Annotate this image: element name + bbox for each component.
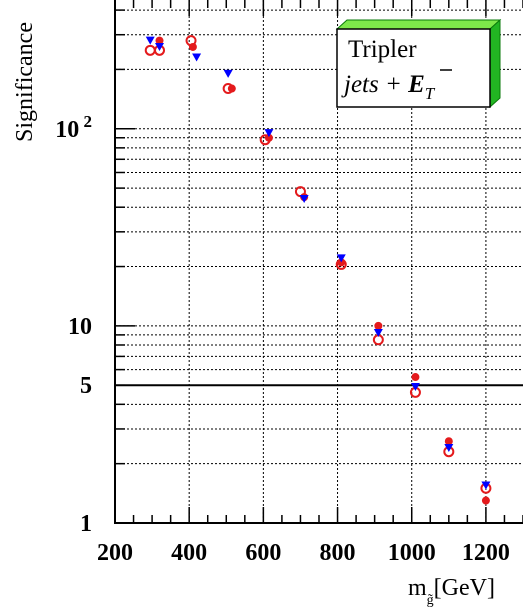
point-triangle: [481, 481, 491, 490]
y-axis-title: Significance: [12, 22, 38, 142]
point-filled-circle: [411, 373, 420, 382]
point-triangle: [155, 42, 165, 51]
point-open-circle: [259, 134, 271, 146]
annotation-et: E: [407, 71, 425, 98]
point-triangle: [264, 129, 274, 138]
y-tick-labels: 1 5 10 10 2: [55, 112, 92, 537]
y-tick-label: 5: [80, 373, 92, 399]
x-tick-label: 600: [245, 540, 281, 566]
x-axis-title-sub: g̃: [427, 593, 434, 608]
x-tick-label: 400: [171, 540, 207, 566]
annotation-et-sub: T: [425, 84, 436, 103]
x-tick-label: 1000: [388, 540, 436, 566]
point-filled-circle: [444, 437, 453, 446]
y-tick-label: 10: [68, 314, 92, 340]
annotation-line-1: Tripler: [348, 36, 417, 63]
data-points: [144, 35, 492, 505]
x-axis-title-unit: [GeV]: [434, 575, 495, 601]
y-tick-label: 1: [80, 511, 92, 537]
point-triangle: [373, 329, 383, 338]
axis-ticks: [114, 0, 523, 524]
point-open-circle: [144, 44, 156, 56]
point-triangle: [223, 69, 233, 78]
x-tick-label: 200: [97, 540, 133, 566]
annotation-line-2: jets + ET: [341, 71, 436, 103]
x-tick-label: 800: [320, 540, 356, 566]
plot-frame: [114, 0, 523, 524]
x-tick-labels: 200 400 600 800 1000 1200: [97, 540, 510, 566]
point-triangle: [336, 254, 346, 263]
point-filled-circle: [374, 321, 383, 330]
y-tick-label: 10 2: [55, 112, 92, 143]
x-axis-title: mg̃[GeV]: [408, 575, 495, 608]
x-tick-label: 1200: [462, 540, 510, 566]
point-filled-circle: [481, 496, 490, 505]
annotation-jets: jets +: [341, 71, 408, 98]
point-filled-circle: [155, 36, 164, 45]
point-triangle: [299, 195, 309, 204]
point-triangle: [192, 53, 202, 62]
point-triangle: [410, 382, 420, 391]
annotation-box: Tripler jets + ET: [335, 18, 502, 109]
point-triangle: [444, 444, 454, 453]
x-axis-title-main: m: [408, 575, 427, 601]
point-open-circle: [222, 83, 234, 95]
point-triangle: [145, 36, 155, 45]
point-open-circle: [185, 35, 197, 47]
